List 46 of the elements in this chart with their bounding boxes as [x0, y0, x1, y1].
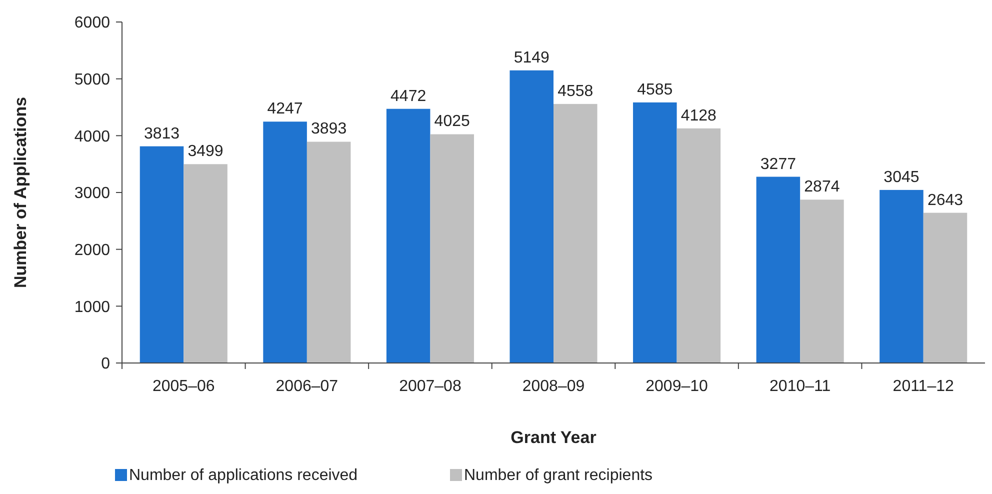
- bar: [633, 102, 677, 363]
- x-tick-label: 2011–12: [892, 378, 954, 395]
- bar: [923, 212, 968, 363]
- y-tick-label: 3000: [74, 185, 110, 202]
- data-label: 4128: [680, 107, 717, 124]
- bar: [676, 128, 721, 363]
- bar: [386, 108, 430, 363]
- bar: [306, 142, 351, 363]
- y-axis-title: Number of Applications: [11, 96, 30, 288]
- y-tick-label: 2000: [74, 242, 110, 259]
- bar: [430, 134, 474, 363]
- x-tick-label: 2010–11: [770, 378, 831, 395]
- y-tick-label: 0: [101, 356, 110, 373]
- data-label: 3045: [884, 168, 920, 186]
- data-label: 4247: [267, 100, 303, 118]
- data-label: 3813: [144, 125, 180, 142]
- y-tick-label: 4000: [74, 128, 110, 146]
- data-label: 5149: [514, 49, 550, 66]
- bar: [554, 104, 598, 363]
- x-tick-label: 2009–10: [646, 378, 708, 395]
- data-label: 2874: [804, 178, 840, 196]
- x-tick-label: 2008–09: [522, 378, 585, 395]
- bar: [184, 164, 228, 363]
- legend-label: Number of grant recipients: [464, 467, 653, 484]
- bar: [263, 122, 307, 363]
- y-tick-label: 6000: [74, 14, 110, 32]
- x-tick-label: 2005–06: [152, 378, 215, 395]
- data-label: 4585: [637, 81, 673, 98]
- x-axis-title: Grant Year: [510, 428, 597, 447]
- y-tick-label: 1000: [74, 298, 110, 316]
- data-label: 4558: [558, 82, 594, 100]
- bar: [800, 200, 844, 363]
- legend-label: Number of applications received: [129, 467, 358, 484]
- data-label: 3893: [311, 120, 347, 138]
- bar: [140, 146, 184, 363]
- data-label: 4025: [434, 113, 470, 130]
- bar: [880, 190, 924, 363]
- data-label: 3499: [188, 143, 224, 160]
- bar: [510, 70, 554, 363]
- x-tick-label: 2006–07: [276, 378, 338, 395]
- data-label: 3277: [760, 156, 796, 173]
- y-tick-label: 5000: [74, 71, 110, 88]
- data-label: 2643: [927, 192, 964, 209]
- x-tick-label: 2007–08: [399, 378, 462, 395]
- bar: [756, 176, 800, 363]
- data-label: 4472: [390, 88, 426, 105]
